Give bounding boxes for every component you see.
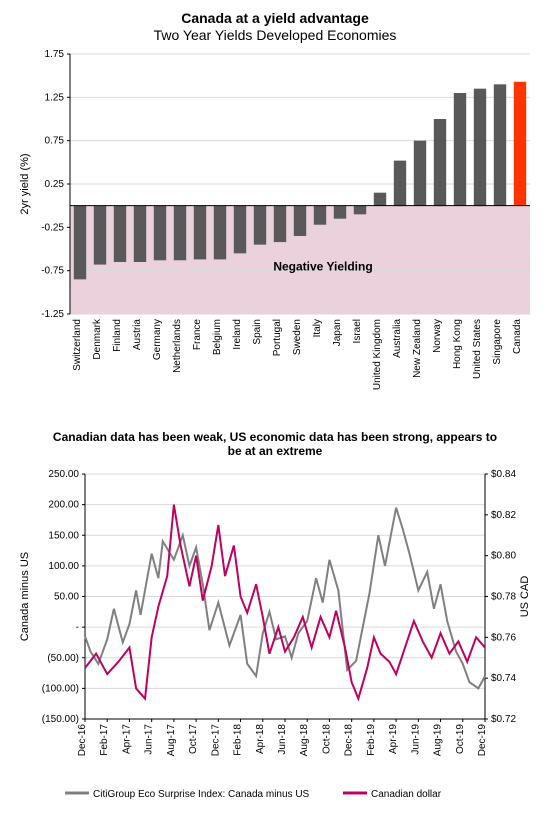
svg-text:Jun-18: Jun-18 xyxy=(277,723,288,754)
svg-text:Dec-19: Dec-19 xyxy=(477,723,488,756)
chart1-title-sub: Two Year Yields Developed Economies xyxy=(10,27,540,44)
svg-text:1.75: 1.75 xyxy=(45,49,65,60)
svg-text:Negative Yielding: Negative Yielding xyxy=(273,259,372,273)
svg-text:Canadian dollar: Canadian dollar xyxy=(371,789,442,800)
svg-text:Belgium: Belgium xyxy=(212,319,223,355)
svg-text:France: France xyxy=(192,318,203,350)
svg-text:New Zealand: New Zealand xyxy=(412,319,423,378)
chart1-block: Canada at a yield advantage Two Year Yie… xyxy=(10,10,540,410)
svg-text:Apr-17: Apr-17 xyxy=(121,723,132,753)
svg-text:200.00: 200.00 xyxy=(48,499,79,510)
page: Canada at a yield advantage Two Year Yie… xyxy=(0,0,550,823)
svg-text:Australia: Australia xyxy=(392,318,403,357)
svg-text:$0.72: $0.72 xyxy=(491,714,516,725)
svg-text:Dec-17: Dec-17 xyxy=(210,723,221,756)
svg-text:$0.78: $0.78 xyxy=(491,591,516,602)
svg-text:Sweden: Sweden xyxy=(292,319,303,355)
svg-text:Apr-18: Apr-18 xyxy=(255,723,266,753)
svg-text:Portugal: Portugal xyxy=(272,319,283,356)
svg-text:Feb-18: Feb-18 xyxy=(233,723,244,755)
svg-text:Oct-19: Oct-19 xyxy=(455,723,466,753)
svg-text:$0.84: $0.84 xyxy=(491,469,516,480)
svg-text:(50.00): (50.00) xyxy=(47,653,79,664)
svg-text:Jun-17: Jun-17 xyxy=(144,723,155,754)
svg-text:$0.76: $0.76 xyxy=(491,632,516,643)
svg-text:Hong Kong: Hong Kong xyxy=(452,319,463,369)
svg-text:Switzerland: Switzerland xyxy=(72,319,83,371)
svg-text:CitiGroup Eco Surprise Index:: CitiGroup Eco Surprise Index: Canada min… xyxy=(93,789,310,800)
svg-text:Dec-16: Dec-16 xyxy=(77,723,88,756)
svg-text:Aug-18: Aug-18 xyxy=(299,723,310,756)
svg-text:Norway: Norway xyxy=(432,319,443,353)
svg-text:Feb-17: Feb-17 xyxy=(99,723,110,755)
svg-text:United States: United States xyxy=(472,319,483,379)
svg-text:Oct-17: Oct-17 xyxy=(188,723,199,753)
svg-text:-: - xyxy=(76,622,79,633)
svg-text:Oct-18: Oct-18 xyxy=(321,723,332,753)
svg-text:Denmark: Denmark xyxy=(92,318,103,360)
svg-text:(100.00): (100.00) xyxy=(42,683,79,694)
svg-text:Israel: Israel xyxy=(352,319,363,343)
svg-text:1.25: 1.25 xyxy=(45,92,65,103)
svg-text:-1.25: -1.25 xyxy=(41,309,64,320)
svg-text:Aug-19: Aug-19 xyxy=(433,723,444,756)
svg-text:Spain: Spain xyxy=(252,319,263,345)
svg-text:United Kingdom: United Kingdom xyxy=(372,319,383,390)
svg-text:Finland: Finland xyxy=(112,319,123,352)
svg-text:Jun-19: Jun-19 xyxy=(410,723,421,754)
svg-text:Singapore: Singapore xyxy=(492,318,503,364)
svg-text:(150.00): (150.00) xyxy=(42,714,79,725)
svg-text:150.00: 150.00 xyxy=(48,530,79,541)
svg-text:Japan: Japan xyxy=(332,319,343,346)
svg-text:0.75: 0.75 xyxy=(45,135,65,146)
svg-text:-0.25: -0.25 xyxy=(41,222,64,233)
svg-text:250.00: 250.00 xyxy=(48,469,79,480)
svg-text:2yr yield (%): 2yr yield (%) xyxy=(19,153,31,214)
chart1-svg: -1.25 -0.75 -0.25 0.25 0.75 1.25 1.75 Negative … xyxy=(10,44,540,409)
svg-text:$0.82: $0.82 xyxy=(491,510,516,521)
svg-text:$0.80: $0.80 xyxy=(491,550,516,561)
svg-text:Apr-19: Apr-19 xyxy=(388,723,399,753)
svg-text:Germany: Germany xyxy=(152,319,163,360)
svg-text:Aug-17: Aug-17 xyxy=(166,723,177,756)
svg-text:Canada minus US: Canada minus US xyxy=(19,552,31,641)
svg-text:Feb-19: Feb-19 xyxy=(366,723,377,755)
svg-text:Italy: Italy xyxy=(312,319,323,337)
chart1-title-bold: Canada at a yield advantage xyxy=(10,10,540,27)
svg-text:-0.75: -0.75 xyxy=(41,265,64,276)
svg-text:0.25: 0.25 xyxy=(45,179,65,190)
svg-text:US CAD: US CAD xyxy=(519,575,531,617)
chart2-block: Canadian data has been weak, US economic… xyxy=(10,430,540,810)
svg-text:Ireland: Ireland xyxy=(232,319,243,350)
svg-text:100.00: 100.00 xyxy=(48,561,79,572)
svg-text:Netherlands: Netherlands xyxy=(172,319,183,373)
svg-text:$0.74: $0.74 xyxy=(491,673,516,684)
svg-text:Canada: Canada xyxy=(512,318,523,353)
svg-text:50.00: 50.00 xyxy=(54,591,79,602)
chart2-title: Canadian data has been weak, US economic… xyxy=(10,430,540,459)
chart2-svg: (150.00) (100.00) (50.00) - 50.00 100.00 150.0… xyxy=(10,459,540,809)
svg-text:Dec-18: Dec-18 xyxy=(344,723,355,756)
svg-text:Austria: Austria xyxy=(132,318,143,350)
